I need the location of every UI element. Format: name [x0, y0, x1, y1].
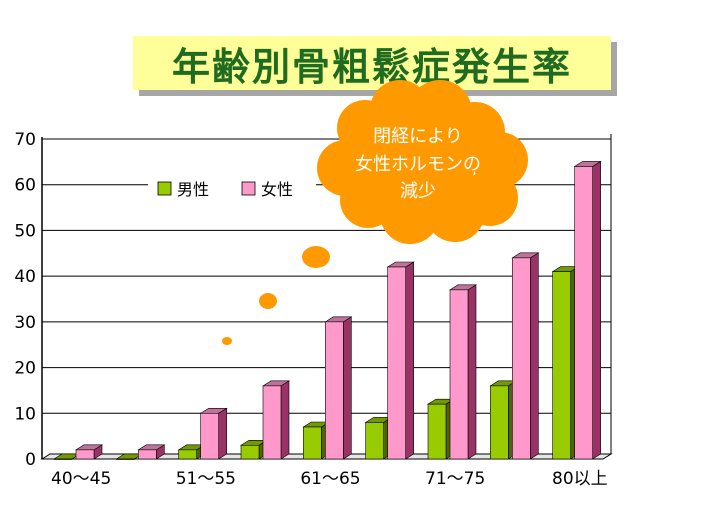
bar-side — [592, 160, 601, 460]
bar-front — [427, 403, 447, 460]
bar-front — [262, 385, 282, 460]
bar-front — [53, 458, 73, 460]
bar-side — [218, 407, 227, 460]
bar-female — [137, 444, 166, 460]
annotation-text: 減少 — [400, 181, 436, 202]
bar-female — [573, 160, 602, 460]
bar-front — [138, 449, 157, 460]
legend: 男性 女性 — [148, 174, 316, 204]
annotation-text: 女性ホルモンの — [355, 154, 481, 175]
y-tick-label: 60 — [14, 176, 36, 196]
thought-bubble — [302, 246, 330, 268]
annotation-text: 閉経により — [373, 126, 463, 147]
legend-swatch — [157, 181, 172, 196]
y-tick-label: 40 — [14, 267, 36, 287]
chart-title: 年齢別骨粗鬆症発生率 — [171, 44, 572, 89]
bar-front — [325, 321, 344, 460]
bar-female — [448, 284, 478, 460]
bar-side — [343, 316, 352, 460]
bar-front — [303, 426, 322, 460]
bar-front — [552, 271, 571, 460]
title-box: 年齢別骨粗鬆症発生率 — [133, 36, 611, 90]
bar-front — [200, 412, 219, 460]
bar-female — [74, 444, 104, 460]
legend-label: 女性 — [261, 180, 293, 199]
bar-female — [324, 316, 353, 460]
bar-male — [52, 453, 82, 460]
bar-front — [75, 449, 95, 460]
cloud-puff — [317, 140, 373, 196]
bar-front — [116, 458, 135, 460]
thought-bubble — [259, 293, 277, 309]
bar-female — [261, 380, 291, 460]
y-tick-label: 50 — [14, 221, 36, 241]
bar-side — [280, 380, 290, 460]
bar-side — [405, 261, 414, 460]
legend-background — [148, 174, 316, 204]
bar-side — [467, 284, 477, 460]
bars-layer — [52, 160, 602, 460]
x-tick-label: 71〜75 — [425, 469, 485, 489]
bar-front — [512, 257, 531, 460]
cloud-shape — [317, 80, 528, 244]
y-tick-label: 30 — [14, 313, 36, 333]
y-tick-label: 70 — [14, 130, 36, 150]
y-tick-label: 20 — [14, 359, 36, 379]
bar-front — [240, 444, 260, 460]
bar-front — [449, 289, 469, 460]
bar-front — [387, 266, 406, 460]
bar-side — [530, 252, 539, 460]
cloud-puff — [365, 107, 475, 217]
bar-female — [511, 252, 540, 460]
legend-label: 男性 — [177, 180, 209, 199]
bar-front — [178, 449, 197, 460]
x-tick-label: 61〜65 — [300, 469, 360, 489]
y-tick-label: 10 — [14, 404, 36, 424]
thought-bubble — [222, 337, 232, 345]
bar-female — [386, 261, 415, 460]
x-tick-label: 80以上 — [552, 469, 608, 489]
x-tick-label: 51〜55 — [176, 469, 236, 489]
x-tick-label: 40〜45 — [51, 469, 111, 489]
y-tick-label: 0 — [25, 450, 36, 470]
bar-front — [365, 422, 384, 460]
bar-female — [199, 407, 228, 460]
bar-front — [490, 385, 509, 460]
bar-front — [574, 166, 593, 460]
axis-layer: 0 10 20 30 40 50 60 70 40〜45 51〜55 61〜65 71〜75 80以上 — [14, 130, 607, 489]
legend-swatch — [241, 181, 256, 196]
